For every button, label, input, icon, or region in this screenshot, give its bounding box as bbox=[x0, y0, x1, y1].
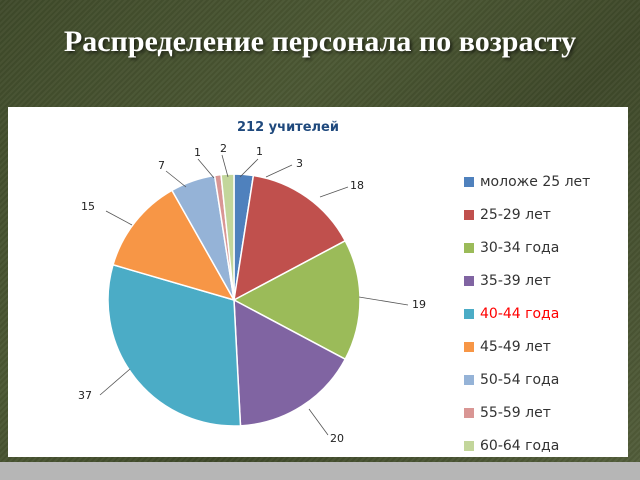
legend-label: 35-39 лет bbox=[480, 272, 551, 289]
slide-footer-bar bbox=[0, 462, 640, 480]
legend-label: 40-44 года bbox=[480, 305, 560, 322]
chart-title: 212 учителей bbox=[237, 120, 339, 135]
legend-swatch bbox=[464, 176, 474, 187]
data-label-9: 2 bbox=[220, 142, 227, 155]
data-label-extra: 1 bbox=[256, 145, 263, 158]
legend-label: 55-59 лет bbox=[480, 404, 551, 421]
legend-swatch bbox=[464, 308, 474, 319]
pie-slice-4 bbox=[233, 298, 347, 427]
leader-line-7 bbox=[165, 170, 187, 188]
legend-swatch bbox=[464, 209, 474, 220]
legend-swatch bbox=[464, 440, 474, 451]
data-label-5: 37 bbox=[78, 389, 92, 402]
legend-item: 50-54 года bbox=[464, 363, 590, 396]
data-label-7: 7 bbox=[158, 159, 165, 172]
legend-item: 45-49 лет bbox=[464, 330, 590, 363]
leader-line-extra bbox=[239, 158, 259, 178]
leader-line-4 bbox=[308, 408, 329, 436]
data-label-3: 19 bbox=[412, 298, 426, 311]
legend-item: 30-34 года bbox=[464, 231, 590, 264]
leader-line-6 bbox=[105, 210, 133, 226]
legend-label: 30-34 года bbox=[480, 239, 560, 256]
slide-title: Распределение персонала по возрасту bbox=[63, 25, 577, 58]
pie-slice-5 bbox=[107, 263, 242, 427]
chart-panel: 212 учителей 3 18 19 20 37 15 7 1 2 1 моложе 25 л… bbox=[8, 107, 628, 457]
pie-slice-3 bbox=[232, 239, 361, 361]
legend-item: 55-59 лет bbox=[464, 396, 590, 429]
leader-line-9 bbox=[221, 154, 229, 178]
legend-swatch bbox=[464, 242, 474, 253]
leader-line-5 bbox=[99, 368, 131, 396]
legend-label: 50-54 года bbox=[480, 371, 560, 388]
leader-line-1 bbox=[265, 164, 293, 178]
legend-item: 40-44 года bbox=[464, 297, 590, 330]
legend-item: 25-29 лет bbox=[464, 198, 590, 231]
pie-slice-2 bbox=[233, 174, 347, 302]
data-label-6: 15 bbox=[81, 200, 95, 213]
leader-line-2 bbox=[319, 186, 349, 198]
legend-item: 35-39 лет bbox=[464, 264, 590, 297]
data-label-2: 18 bbox=[350, 179, 364, 192]
data-label-1: 3 bbox=[296, 157, 303, 170]
pie-slice-6 bbox=[112, 189, 236, 302]
data-label-8: 1 bbox=[194, 146, 201, 159]
legend-swatch bbox=[464, 341, 474, 352]
legend-label: 25-29 лет bbox=[480, 206, 551, 223]
legend-label: 45-49 лет bbox=[480, 338, 551, 355]
legend-swatch bbox=[464, 275, 474, 286]
data-label-4: 20 bbox=[330, 432, 344, 445]
leader-line-3 bbox=[358, 296, 409, 306]
leader-line-8 bbox=[197, 158, 215, 179]
legend-label: моложе 25 лет bbox=[480, 173, 591, 190]
legend-label: 60-64 года bbox=[480, 437, 560, 454]
pie-chart: 3 18 19 20 37 15 7 1 2 1 bbox=[78, 142, 426, 445]
legend-swatch bbox=[464, 407, 474, 418]
legend-swatch bbox=[464, 374, 474, 385]
chart-legend: моложе 25 лет 25-29 лет 30-34 года 35-39 ле… bbox=[464, 165, 590, 462]
legend-item: 60-64 года bbox=[464, 429, 590, 462]
legend-item: моложе 25 лет bbox=[464, 165, 590, 198]
